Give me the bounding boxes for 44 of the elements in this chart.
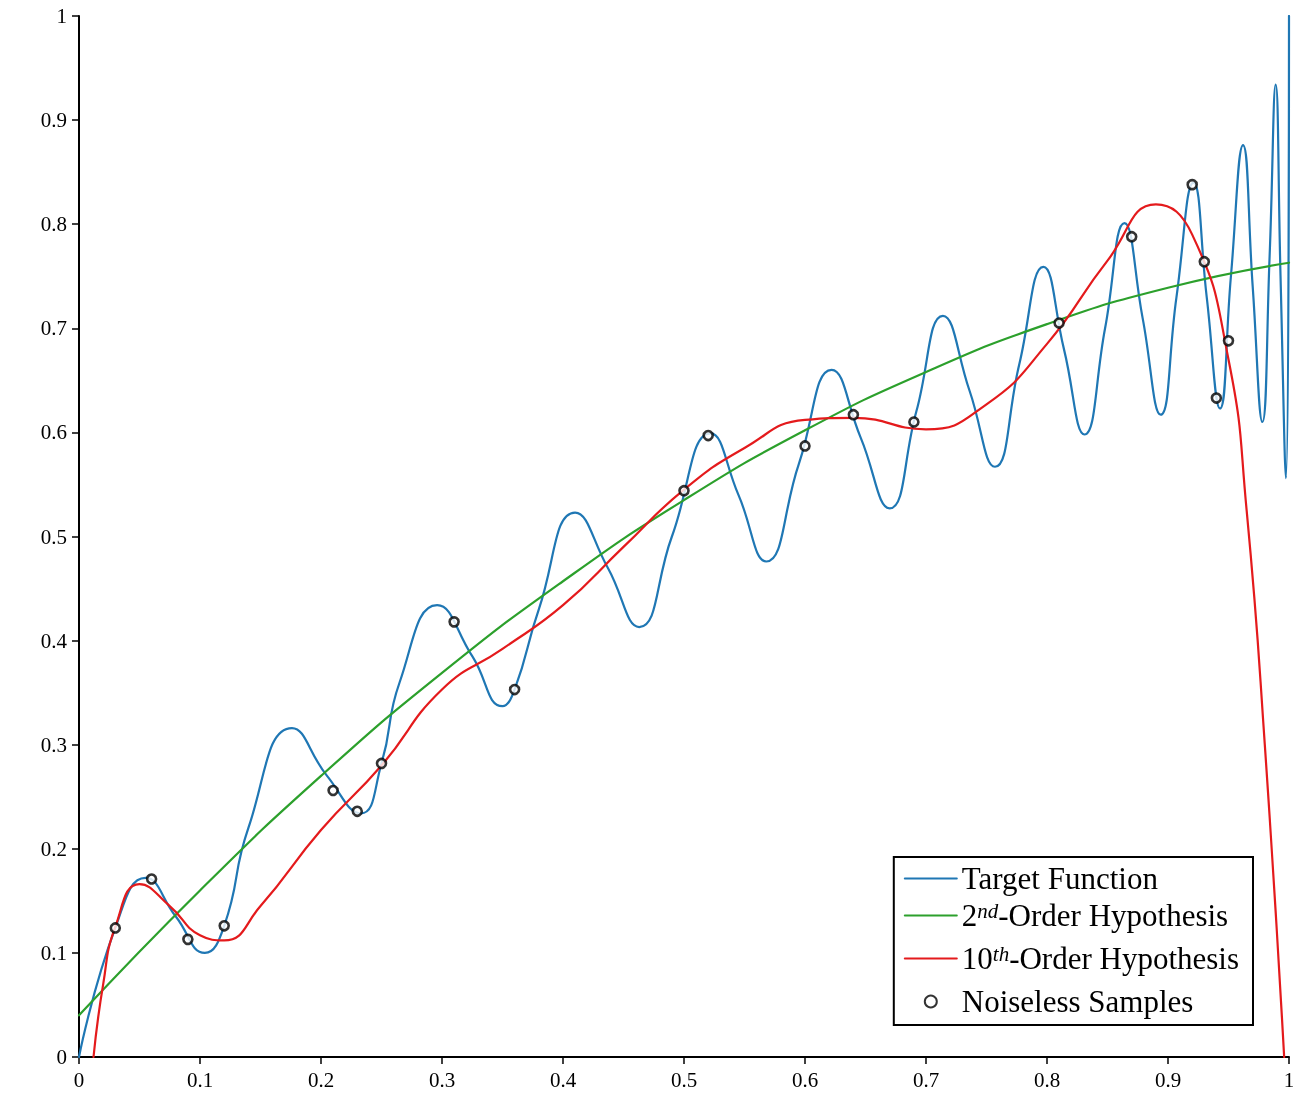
point xyxy=(1125,230,1138,243)
y-tick-label: 0.8 xyxy=(40,212,67,237)
point xyxy=(1053,317,1065,329)
x-tick-label: 0.6 xyxy=(791,1067,819,1092)
point xyxy=(1222,334,1235,347)
x-tick-label: 0.7 xyxy=(912,1067,940,1092)
point xyxy=(1186,178,1198,191)
point xyxy=(327,784,339,797)
point xyxy=(508,683,521,696)
point xyxy=(1198,255,1211,268)
x-tick-label: 0.8 xyxy=(1033,1067,1061,1092)
y-tick-label: 0.1 xyxy=(40,940,67,965)
x-tick-label: 0.9 xyxy=(1154,1067,1182,1092)
x-tick-label: 0.2 xyxy=(307,1067,335,1092)
point xyxy=(351,805,364,818)
x-tick-label: 0.3 xyxy=(428,1067,456,1092)
point xyxy=(799,440,811,452)
point xyxy=(218,920,230,932)
point xyxy=(1210,392,1223,404)
point xyxy=(145,873,158,885)
y-tick-label: 0.6 xyxy=(40,420,67,445)
y-tick-label: 0.2 xyxy=(40,836,67,861)
y-tick-label: 0.7 xyxy=(40,316,67,341)
x-tick-label: 0.4 xyxy=(549,1067,577,1092)
point xyxy=(847,408,860,421)
y-tick-label: 0.9 xyxy=(40,108,67,133)
y-tick-label: 0 xyxy=(56,1045,67,1069)
point xyxy=(702,429,714,442)
y-tick-label: 0.5 xyxy=(40,524,67,549)
y-tick-label: 0.3 xyxy=(40,732,67,757)
legend-label: Target Function xyxy=(961,861,1159,896)
y-tick-label: 0.4 xyxy=(40,628,68,653)
legend-label: Noiseless Samples xyxy=(961,984,1194,1019)
x-tick-label: 0 xyxy=(73,1067,85,1092)
x-tick-label: 0.1 xyxy=(186,1067,214,1092)
point xyxy=(678,484,690,497)
x-tick-label: 1 xyxy=(1283,1067,1295,1092)
point xyxy=(908,416,920,428)
point xyxy=(182,933,194,946)
point xyxy=(448,616,460,628)
point xyxy=(109,922,122,934)
point xyxy=(375,757,388,770)
x-tick-label: 0.5 xyxy=(670,1067,698,1092)
y-tick-label: 1 xyxy=(56,4,67,28)
